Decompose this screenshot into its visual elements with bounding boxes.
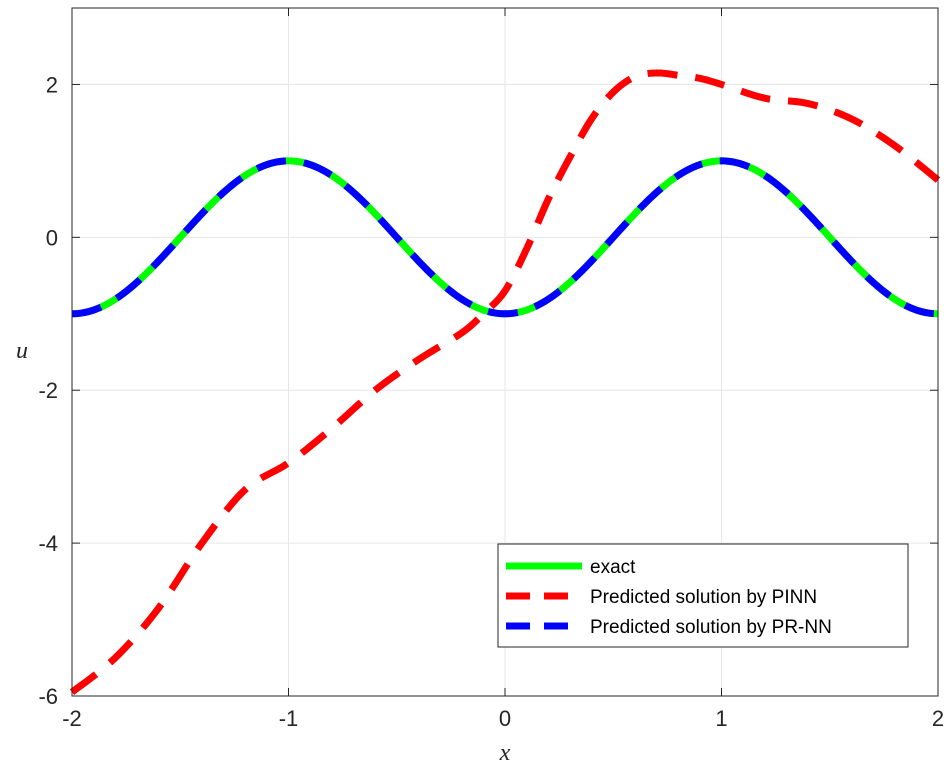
x-tick-label: -2 [62,706,82,731]
x-tick-label: 1 [715,706,727,731]
series-line-pr-nn [70,157,940,318]
legend-label: Predicted solution by PINN [590,587,817,608]
legend-label: Predicted solution by PR-NN [590,617,832,638]
x-axis-label: x [499,740,511,766]
y-tick-label: 0 [46,225,58,250]
y-tick-label: 2 [46,72,58,97]
x-tick-label: -1 [279,706,299,731]
y-axis-label: u [16,338,28,364]
legend-label: exact [590,557,636,578]
y-tick-label: -4 [38,531,58,556]
ticks [71,8,939,697]
series-line-pinn [69,69,941,695]
legend: exact Predicted solution by PINN Predicted… [497,543,909,648]
x-tick-label: 2 [932,706,944,731]
x-tick-labels: -2 -1 0 1 2 [62,706,944,731]
y-tick-label: -6 [38,684,58,709]
x-tick-label: 0 [499,706,511,731]
y-tick-labels: -6 -4 -2 0 2 [38,72,58,709]
y-tick-label: -2 [38,378,58,403]
series-group [69,69,941,695]
